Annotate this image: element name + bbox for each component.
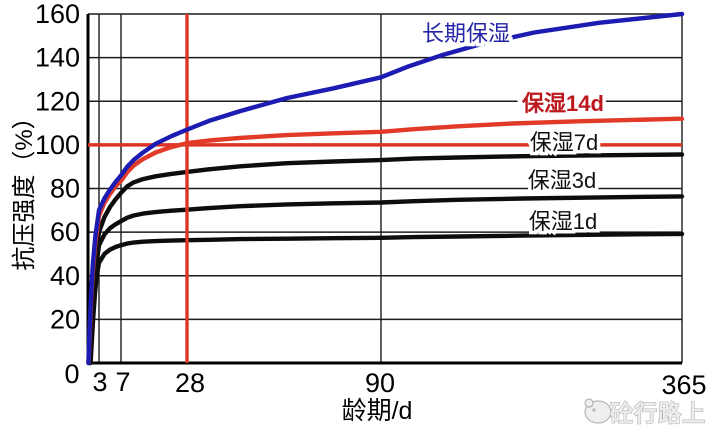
series-label-curing-1d: 保湿1d	[529, 209, 597, 234]
watermark: 砼行路上	[584, 398, 706, 427]
y-tick-label-160: 160	[35, 0, 80, 29]
y-tick-label-140: 140	[35, 43, 80, 73]
x-tick-label-0: 0	[64, 359, 79, 389]
series-label-curing-3d: 保湿3d	[528, 168, 596, 193]
watermark-logo-eye	[592, 408, 596, 412]
y-tick-label-120: 120	[35, 86, 80, 116]
y-tick-label-100: 100	[35, 130, 80, 160]
x-tick-label-365: 365	[661, 370, 706, 400]
watermark-text: 砼行路上	[610, 400, 706, 426]
y-tick-label-80: 80	[50, 174, 80, 204]
series-label-curing-14d: 保湿14d	[521, 91, 604, 116]
series-label-long-term-curing: 长期保湿	[422, 21, 510, 46]
x-tick-label-28: 28	[175, 368, 205, 398]
x-tick-label-7: 7	[115, 367, 130, 397]
curve-long-term-curing	[86, 11, 685, 366]
y-tick-label-60: 60	[50, 217, 80, 247]
curve-curing-1d	[88, 231, 685, 366]
watermark-logo-ear	[584, 398, 594, 408]
series-label-curing-7d: 保湿7d	[530, 130, 598, 155]
y-axis-title: 抗压强度（%）	[11, 105, 38, 270]
x-tick-label-90: 90	[365, 368, 395, 398]
y-tick-label-20: 20	[50, 304, 80, 334]
y-tick-label-40: 40	[50, 261, 80, 291]
x-axis-title: 龄期/d	[342, 397, 413, 425]
x-tick-label-3: 3	[92, 367, 107, 397]
curve-curing-3d	[87, 194, 685, 366]
